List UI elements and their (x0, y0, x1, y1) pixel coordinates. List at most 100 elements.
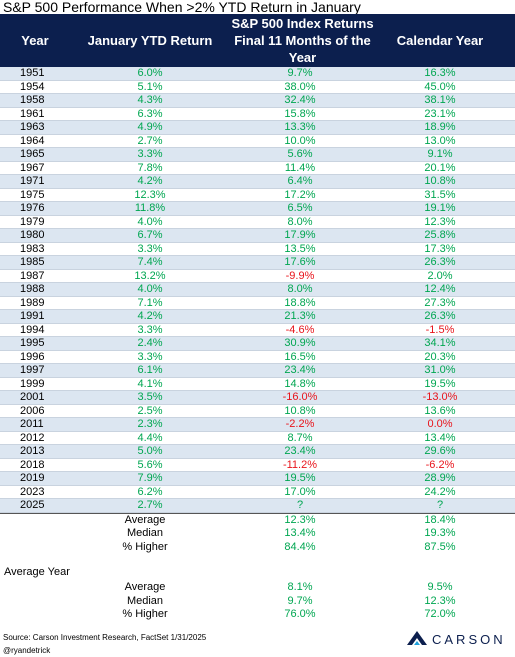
value-cell: -1.5% (425, 323, 455, 336)
value-cell: 32.4% (284, 94, 316, 106)
row-bg (0, 364, 515, 378)
summary-value: 84.4% (284, 540, 316, 553)
year-cell: 1961 (20, 107, 45, 120)
value-cell: 2.7% (137, 134, 163, 147)
year-cell: 1989 (20, 296, 45, 309)
value-cell: 6.2% (137, 485, 163, 498)
value-cell: 34.1% (424, 337, 456, 349)
value-cell: 11.8% (134, 202, 166, 214)
value-cell: 8.0% (287, 283, 313, 295)
value-cell: 16.3% (424, 67, 456, 79)
table-rule (0, 512, 515, 514)
value-cell: ? (436, 499, 444, 511)
value-cell: 5.1% (137, 80, 163, 93)
row-bg (0, 458, 515, 472)
value-cell: 26.3% (424, 310, 456, 322)
value-cell: 31.5% (424, 188, 456, 201)
value-cell: 16.5% (284, 350, 316, 363)
summary-value: 87.5% (424, 540, 456, 553)
value-cell: 6.7% (137, 229, 163, 241)
value-cell: 20.3% (424, 350, 456, 363)
header-cell: S&P 500 Index Returns Final 11 Months of… (231, 16, 374, 65)
summary-label: % Higher (122, 540, 168, 553)
value-cell: 4.2% (137, 310, 163, 322)
value-cell: 3.3% (137, 148, 163, 160)
value-cell: 13.0% (424, 134, 456, 147)
value-cell: 19.1% (424, 202, 456, 214)
value-cell: 19.5% (424, 377, 456, 390)
year-cell: 1983 (20, 242, 45, 255)
value-cell: 9.7% (287, 67, 313, 79)
value-cell: 12.4% (424, 283, 456, 295)
year-cell: 1964 (20, 134, 45, 147)
year-cell: 1987 (20, 269, 45, 282)
value-cell: 17.2% (284, 188, 316, 201)
value-cell: 4.0% (137, 215, 163, 228)
value-cell: 12.3% (134, 188, 166, 201)
row-bg (0, 472, 515, 486)
title: S&P 500 Performance When >2% YTD Return … (3, 0, 361, 15)
value-cell: -11.2% (282, 458, 318, 471)
year-cell: 1963 (20, 121, 45, 133)
row-bg (0, 175, 515, 189)
year-cell: 1980 (20, 229, 45, 241)
row-bg (0, 80, 515, 94)
year-cell: 2001 (20, 391, 45, 403)
row-bg (0, 485, 515, 499)
year-cell: 1976 (20, 202, 45, 214)
value-cell: 4.0% (137, 283, 163, 295)
value-cell: 23.4% (284, 445, 316, 457)
value-cell: 28.9% (424, 472, 456, 484)
year-cell: 1967 (20, 161, 45, 174)
row-bg (0, 296, 515, 310)
row-bg (0, 431, 515, 445)
row-bg (0, 350, 515, 364)
value-cell: 6.4% (287, 175, 313, 187)
value-cell: 4.4% (137, 431, 163, 444)
year-cell: 2018 (20, 458, 45, 471)
year-cell: 1971 (20, 175, 45, 187)
row-bg (0, 323, 515, 337)
value-cell: 4.9% (137, 121, 163, 133)
header-cell: January YTD Return (87, 33, 213, 48)
row-bg (0, 148, 515, 162)
header-band (0, 14, 515, 67)
value-cell: 6.3% (137, 107, 163, 120)
value-cell: 2.4% (137, 337, 163, 349)
value-cell: 45.0% (424, 80, 456, 93)
year-cell: 1975 (20, 188, 45, 201)
summary-value: 8.1% (287, 581, 313, 593)
row-bg (0, 445, 515, 459)
value-cell: 38.0% (284, 80, 316, 93)
value-cell: 8.0% (287, 215, 313, 228)
year-cell: 1958 (20, 94, 45, 106)
logo-text: CARSON (432, 632, 506, 647)
row-bg (0, 121, 515, 135)
row-bg (0, 310, 515, 324)
value-cell: 6.1% (137, 364, 163, 376)
value-cell: 7.8% (137, 161, 163, 174)
value-cell: 12.3% (424, 215, 456, 228)
value-cell: 6.0% (137, 67, 163, 79)
value-cell: 13.3% (284, 121, 316, 133)
year-cell: 2006 (20, 404, 45, 417)
year-cell: 2025 (20, 499, 45, 511)
value-cell: 17.0% (284, 485, 316, 498)
value-cell: 10.0% (284, 134, 316, 147)
row-bg (0, 404, 515, 418)
value-cell: 38.1% (424, 94, 456, 106)
value-cell: -6.2% (425, 458, 455, 471)
value-cell: 2.5% (137, 404, 163, 417)
year-cell: 2013 (20, 445, 45, 457)
value-cell: -2.2% (285, 418, 315, 430)
year-cell: 1985 (20, 256, 45, 268)
row-bg (0, 188, 515, 202)
year-cell: 1994 (20, 323, 45, 336)
handle: @ryandetrick (3, 646, 51, 655)
year-cell: 1999 (20, 377, 45, 390)
row-bg (0, 202, 515, 216)
summary-value: 12.3% (284, 513, 316, 526)
summary-value: 9.5% (427, 581, 453, 593)
value-cell: 7.1% (137, 296, 163, 309)
